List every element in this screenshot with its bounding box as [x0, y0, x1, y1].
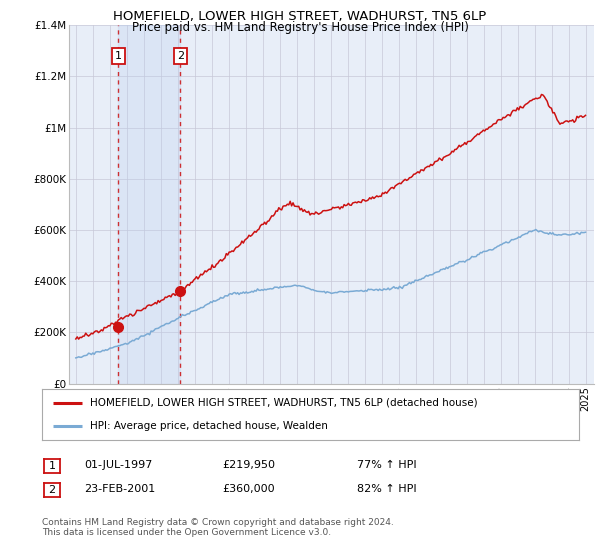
- Text: 77% ↑ HPI: 77% ↑ HPI: [357, 460, 416, 470]
- Text: HPI: Average price, detached house, Wealden: HPI: Average price, detached house, Weal…: [91, 421, 328, 431]
- Text: Contains HM Land Registry data © Crown copyright and database right 2024.
This d: Contains HM Land Registry data © Crown c…: [42, 518, 394, 538]
- Text: 1: 1: [49, 461, 55, 471]
- Text: £360,000: £360,000: [222, 484, 275, 494]
- Text: Price paid vs. HM Land Registry's House Price Index (HPI): Price paid vs. HM Land Registry's House …: [131, 21, 469, 34]
- Text: 2: 2: [49, 485, 55, 495]
- Text: 23-FEB-2001: 23-FEB-2001: [84, 484, 155, 494]
- Text: HOMEFIELD, LOWER HIGH STREET, WADHURST, TN5 6LP: HOMEFIELD, LOWER HIGH STREET, WADHURST, …: [113, 10, 487, 23]
- Text: 01-JUL-1997: 01-JUL-1997: [84, 460, 152, 470]
- Bar: [118, 25, 180, 384]
- Text: HOMEFIELD, LOWER HIGH STREET, WADHURST, TN5 6LP (detached house): HOMEFIELD, LOWER HIGH STREET, WADHURST, …: [91, 398, 478, 408]
- Text: 1: 1: [115, 51, 122, 61]
- Text: £219,950: £219,950: [222, 460, 275, 470]
- Text: 82% ↑ HPI: 82% ↑ HPI: [357, 484, 416, 494]
- Text: 2: 2: [177, 51, 184, 61]
